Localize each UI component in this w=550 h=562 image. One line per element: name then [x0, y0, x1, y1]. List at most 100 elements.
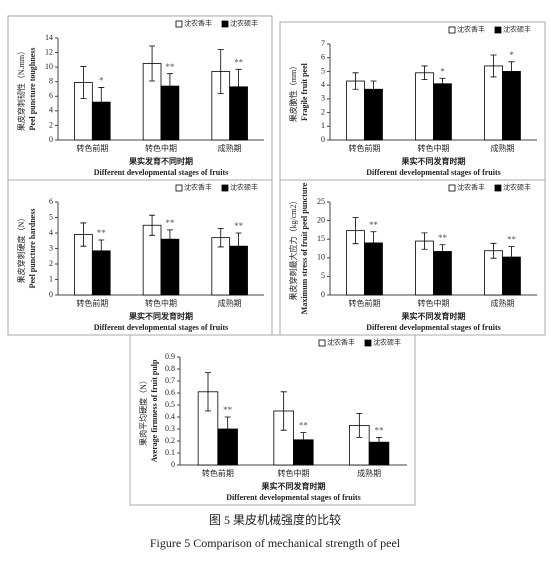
significance-mark: * — [509, 50, 514, 60]
y-tick-label: 0 — [49, 290, 53, 299]
y-tick-label: 3 — [49, 243, 53, 252]
error-bar — [235, 68, 242, 105]
error-bar — [80, 222, 87, 247]
y-tick-label: 0 — [49, 135, 53, 144]
bar — [433, 83, 452, 141]
error-bar — [300, 432, 307, 448]
y-axis-label: 果肉平均硬度（N） — [138, 376, 148, 446]
y-tick-label: 5 — [321, 271, 325, 280]
error-bar — [204, 372, 211, 412]
significance-mark: * — [440, 66, 445, 76]
x-axis-label: Different developmental stages of fruits — [366, 323, 501, 332]
error-bar — [98, 239, 105, 263]
caption-en: Figure 5 Comparison of mechanical streng… — [150, 536, 401, 550]
y-tick-label: 4 — [321, 80, 325, 89]
x-tick-label: 转色中期 — [418, 298, 450, 308]
y-axis-label: 果皮穿刺硬度（N） — [16, 214, 26, 284]
y-axis-label: Peel puncture hardness — [28, 209, 37, 289]
caption-zh: 图 5 果皮机械强度的比较 — [209, 512, 341, 527]
x-tick-label: 转色前期 — [349, 143, 381, 153]
y-tick-label: 7 — [321, 39, 325, 48]
error-bar — [217, 227, 224, 248]
y-axis-label: Peel puncture toughness — [28, 48, 37, 131]
y-axis-label: Maximum stress of fruit peel puncture — [300, 182, 309, 314]
y-tick-label: 0 — [321, 290, 325, 299]
y-tick-label: 10 — [317, 253, 325, 262]
error-bar — [149, 45, 156, 82]
y-axis-label: 果皮穿刺韧性（N.mm） — [16, 47, 26, 131]
x-tick-label: 转色前期 — [76, 298, 108, 308]
y-tick-label: 14 — [45, 33, 53, 42]
error-bar — [166, 229, 173, 249]
y-tick-label: 25 — [317, 197, 325, 206]
error-bar — [224, 416, 231, 442]
legend-swatch — [364, 339, 372, 347]
significance-mark: ** — [299, 421, 309, 431]
y-axis-label: Average firmness of fruit pulp — [150, 359, 159, 463]
x-axis-label: 果实不同发育时期 — [128, 311, 193, 321]
x-tick-label: 成熟期 — [491, 143, 515, 153]
y-tick-label: 5 — [321, 66, 325, 75]
y-tick-label: 0.3 — [165, 424, 175, 433]
error-bar — [376, 437, 383, 448]
significance-mark: ** — [165, 62, 175, 72]
panel: 0 1 2 3 4 5 6 果皮穿刺硬度（N） Peel puncture hardness 果实… — [7, 179, 273, 336]
panel: 0 1 2 3 4 5 6 7 果皮脆性（mm） Fragile fruit peel 果实不同发育… — [279, 21, 546, 181]
error-bar — [217, 49, 224, 94]
y-tick-label: 6 — [49, 91, 53, 100]
y-tick-label: 4 — [49, 106, 53, 115]
error-bar — [80, 66, 87, 99]
error-bar — [421, 232, 428, 250]
significance-mark: ** — [165, 218, 175, 228]
legend-swatch — [221, 184, 229, 192]
error-bar — [490, 242, 497, 259]
x-tick-label: 转色前期 — [202, 468, 234, 478]
legend-label: 沈农香丰 — [327, 338, 355, 347]
error-bar — [490, 54, 497, 78]
x-axis-label: 果实不同发育时期 — [401, 156, 466, 166]
significance-mark: ** — [223, 405, 233, 415]
x-tick-label: 转色中期 — [145, 298, 177, 308]
y-tick-label: 0.2 — [165, 436, 175, 445]
legend-label: 沈农香丰 — [184, 183, 212, 192]
legend-label: 沈农硕丰 — [230, 19, 258, 28]
error-bar — [508, 246, 515, 268]
legend-label: 沈农硕丰 — [503, 183, 531, 192]
error-bar — [166, 73, 173, 99]
error-bar — [508, 61, 515, 82]
legend-label: 沈农硕丰 — [503, 25, 531, 34]
significance-mark: ** — [234, 221, 244, 231]
x-axis-label: Different developmental stages of fruits — [94, 323, 229, 332]
error-bar — [352, 217, 359, 245]
x-axis-label: 果实不同发育时期 — [261, 481, 326, 491]
y-axis-label: Fragile fruit peel — [300, 62, 309, 121]
y-tick-label: 15 — [317, 234, 325, 243]
error-bar — [149, 214, 156, 236]
y-tick-label: 0.6 — [165, 388, 175, 397]
legend-label: 沈农香丰 — [457, 25, 485, 34]
panel: 0 5 10 15 20 25 果皮穿刺最大应力（kg/cm2） Maximum stress… — [279, 179, 546, 336]
legend-swatch — [318, 339, 326, 347]
error-bar — [356, 413, 363, 438]
y-tick-label: 0 — [321, 135, 325, 144]
error-bar — [280, 391, 287, 431]
significance-mark: ** — [97, 228, 107, 238]
legend-label: 沈农硕丰 — [373, 338, 401, 347]
y-tick-label: 0.9 — [165, 352, 175, 361]
legend-swatch — [175, 20, 183, 28]
y-tick-label: 2 — [321, 107, 325, 116]
y-tick-label: 12 — [45, 47, 53, 56]
legend-swatch — [494, 26, 502, 34]
y-axis-label: 果皮脆性（mm） — [288, 62, 298, 122]
y-tick-label: 10 — [45, 62, 53, 71]
significance-mark: ** — [375, 425, 385, 435]
error-bar — [98, 87, 105, 118]
legend-swatch — [448, 26, 456, 34]
x-tick-label: 转色中期 — [278, 468, 310, 478]
x-tick-label: 转色前期 — [349, 298, 381, 308]
y-tick-label: 1 — [49, 274, 53, 283]
y-tick-label: 3 — [321, 94, 325, 103]
legend-label: 沈农香丰 — [184, 19, 212, 28]
error-bar — [370, 80, 377, 98]
